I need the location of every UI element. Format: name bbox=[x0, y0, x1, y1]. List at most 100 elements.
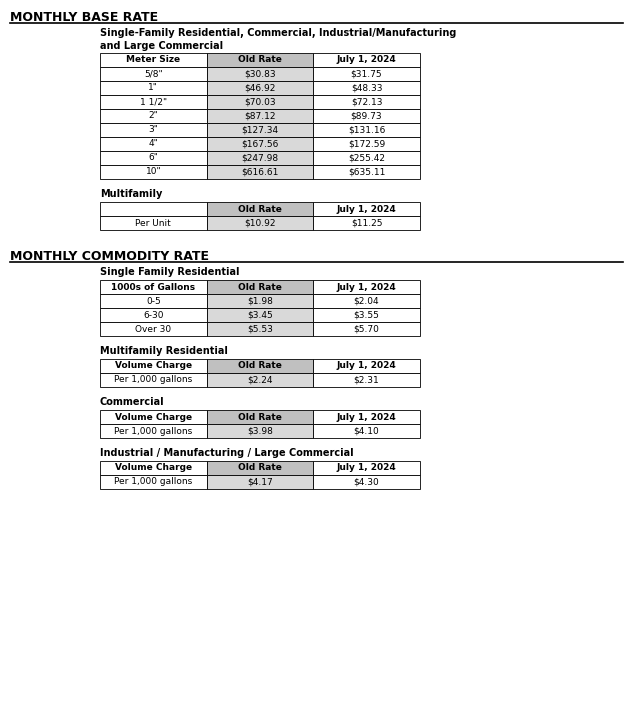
Bar bbox=[206, 475, 313, 489]
Text: $87.12: $87.12 bbox=[244, 112, 275, 120]
Text: 6-30: 6-30 bbox=[143, 311, 163, 319]
Bar bbox=[313, 461, 420, 475]
Bar bbox=[100, 294, 206, 308]
Text: July 1, 2024: July 1, 2024 bbox=[337, 205, 396, 213]
Text: Volume Charge: Volume Charge bbox=[115, 361, 192, 370]
Bar bbox=[206, 123, 313, 137]
Text: $2.04: $2.04 bbox=[354, 296, 379, 306]
Text: 2": 2" bbox=[148, 112, 158, 120]
Text: Multifamily: Multifamily bbox=[100, 189, 163, 199]
Bar bbox=[313, 308, 420, 322]
Text: Per Unit: Per Unit bbox=[135, 218, 171, 228]
Bar bbox=[206, 308, 313, 322]
Bar bbox=[313, 410, 420, 424]
Text: $4.10: $4.10 bbox=[354, 427, 379, 436]
Bar bbox=[313, 53, 420, 67]
Text: $3.98: $3.98 bbox=[247, 427, 273, 436]
Text: Over 30: Over 30 bbox=[135, 324, 172, 333]
Bar bbox=[313, 67, 420, 81]
Text: 1000s of Gallons: 1000s of Gallons bbox=[111, 282, 196, 292]
Text: 1": 1" bbox=[148, 83, 158, 92]
Bar bbox=[313, 322, 420, 336]
Bar bbox=[100, 95, 206, 109]
Text: Old Rate: Old Rate bbox=[238, 464, 282, 473]
Text: July 1, 2024: July 1, 2024 bbox=[337, 361, 396, 370]
Text: July 1, 2024: July 1, 2024 bbox=[337, 55, 396, 65]
Bar bbox=[206, 373, 313, 387]
Text: $3.55: $3.55 bbox=[354, 311, 380, 319]
Text: Per 1,000 gallons: Per 1,000 gallons bbox=[114, 427, 192, 436]
Text: $31.75: $31.75 bbox=[351, 70, 382, 78]
Bar bbox=[313, 137, 420, 151]
Bar bbox=[206, 137, 313, 151]
Bar bbox=[313, 280, 420, 294]
Text: Industrial / Manufacturing / Large Commercial: Industrial / Manufacturing / Large Comme… bbox=[100, 448, 354, 458]
Text: $255.42: $255.42 bbox=[348, 154, 385, 163]
Text: $167.56: $167.56 bbox=[241, 139, 279, 149]
Text: $1.98: $1.98 bbox=[247, 296, 273, 306]
Bar bbox=[100, 308, 206, 322]
Bar bbox=[100, 109, 206, 123]
Text: Old Rate: Old Rate bbox=[238, 412, 282, 422]
Text: $247.98: $247.98 bbox=[241, 154, 279, 163]
Text: 6": 6" bbox=[148, 154, 158, 163]
Text: $5.53: $5.53 bbox=[247, 324, 273, 333]
Bar bbox=[100, 280, 206, 294]
Bar bbox=[100, 137, 206, 151]
Bar bbox=[100, 461, 206, 475]
Bar bbox=[206, 294, 313, 308]
Text: July 1, 2024: July 1, 2024 bbox=[337, 282, 396, 292]
Bar bbox=[206, 280, 313, 294]
Bar bbox=[313, 359, 420, 373]
Bar bbox=[100, 410, 206, 424]
Text: $70.03: $70.03 bbox=[244, 97, 275, 107]
Text: $5.70: $5.70 bbox=[354, 324, 380, 333]
Text: $127.34: $127.34 bbox=[241, 126, 279, 134]
Bar bbox=[206, 216, 313, 230]
Text: $11.25: $11.25 bbox=[351, 218, 382, 228]
Text: Old Rate: Old Rate bbox=[238, 55, 282, 65]
Bar bbox=[313, 202, 420, 216]
Text: July 1, 2024: July 1, 2024 bbox=[337, 464, 396, 473]
Text: $10.92: $10.92 bbox=[244, 218, 275, 228]
Text: MONTHLY COMMODITY RATE: MONTHLY COMMODITY RATE bbox=[10, 250, 209, 263]
Bar bbox=[313, 165, 420, 179]
Bar bbox=[313, 95, 420, 109]
Text: MONTHLY BASE RATE: MONTHLY BASE RATE bbox=[10, 11, 158, 24]
Text: Multifamily Residential: Multifamily Residential bbox=[100, 346, 228, 356]
Text: $2.31: $2.31 bbox=[354, 375, 379, 385]
Text: 5/8": 5/8" bbox=[144, 70, 163, 78]
Text: 4": 4" bbox=[148, 139, 158, 149]
Bar bbox=[313, 109, 420, 123]
Bar bbox=[100, 123, 206, 137]
Bar bbox=[206, 109, 313, 123]
Text: 10": 10" bbox=[146, 168, 161, 176]
Text: $172.59: $172.59 bbox=[348, 139, 385, 149]
Text: Per 1,000 gallons: Per 1,000 gallons bbox=[114, 375, 192, 385]
Text: $635.11: $635.11 bbox=[348, 168, 385, 176]
Text: 0-5: 0-5 bbox=[146, 296, 161, 306]
Text: $131.16: $131.16 bbox=[348, 126, 385, 134]
Text: Old Rate: Old Rate bbox=[238, 282, 282, 292]
Text: Volume Charge: Volume Charge bbox=[115, 412, 192, 422]
Bar bbox=[206, 202, 313, 216]
Bar bbox=[100, 165, 206, 179]
Bar bbox=[206, 53, 313, 67]
Bar bbox=[206, 410, 313, 424]
Text: Single-Family Residential, Commercial, Industrial/Manufacturing
and Large Commer: Single-Family Residential, Commercial, I… bbox=[100, 28, 456, 51]
Bar bbox=[100, 151, 206, 165]
Bar bbox=[206, 95, 313, 109]
Bar bbox=[206, 424, 313, 438]
Bar bbox=[100, 67, 206, 81]
Text: $2.24: $2.24 bbox=[247, 375, 273, 385]
Bar bbox=[100, 81, 206, 95]
Bar bbox=[313, 81, 420, 95]
Bar bbox=[100, 373, 206, 387]
Bar bbox=[313, 216, 420, 230]
Bar bbox=[100, 424, 206, 438]
Text: 1 1/2": 1 1/2" bbox=[140, 97, 167, 107]
Text: $616.61: $616.61 bbox=[241, 168, 279, 176]
Bar bbox=[100, 322, 206, 336]
Bar bbox=[313, 424, 420, 438]
Bar bbox=[100, 202, 206, 216]
